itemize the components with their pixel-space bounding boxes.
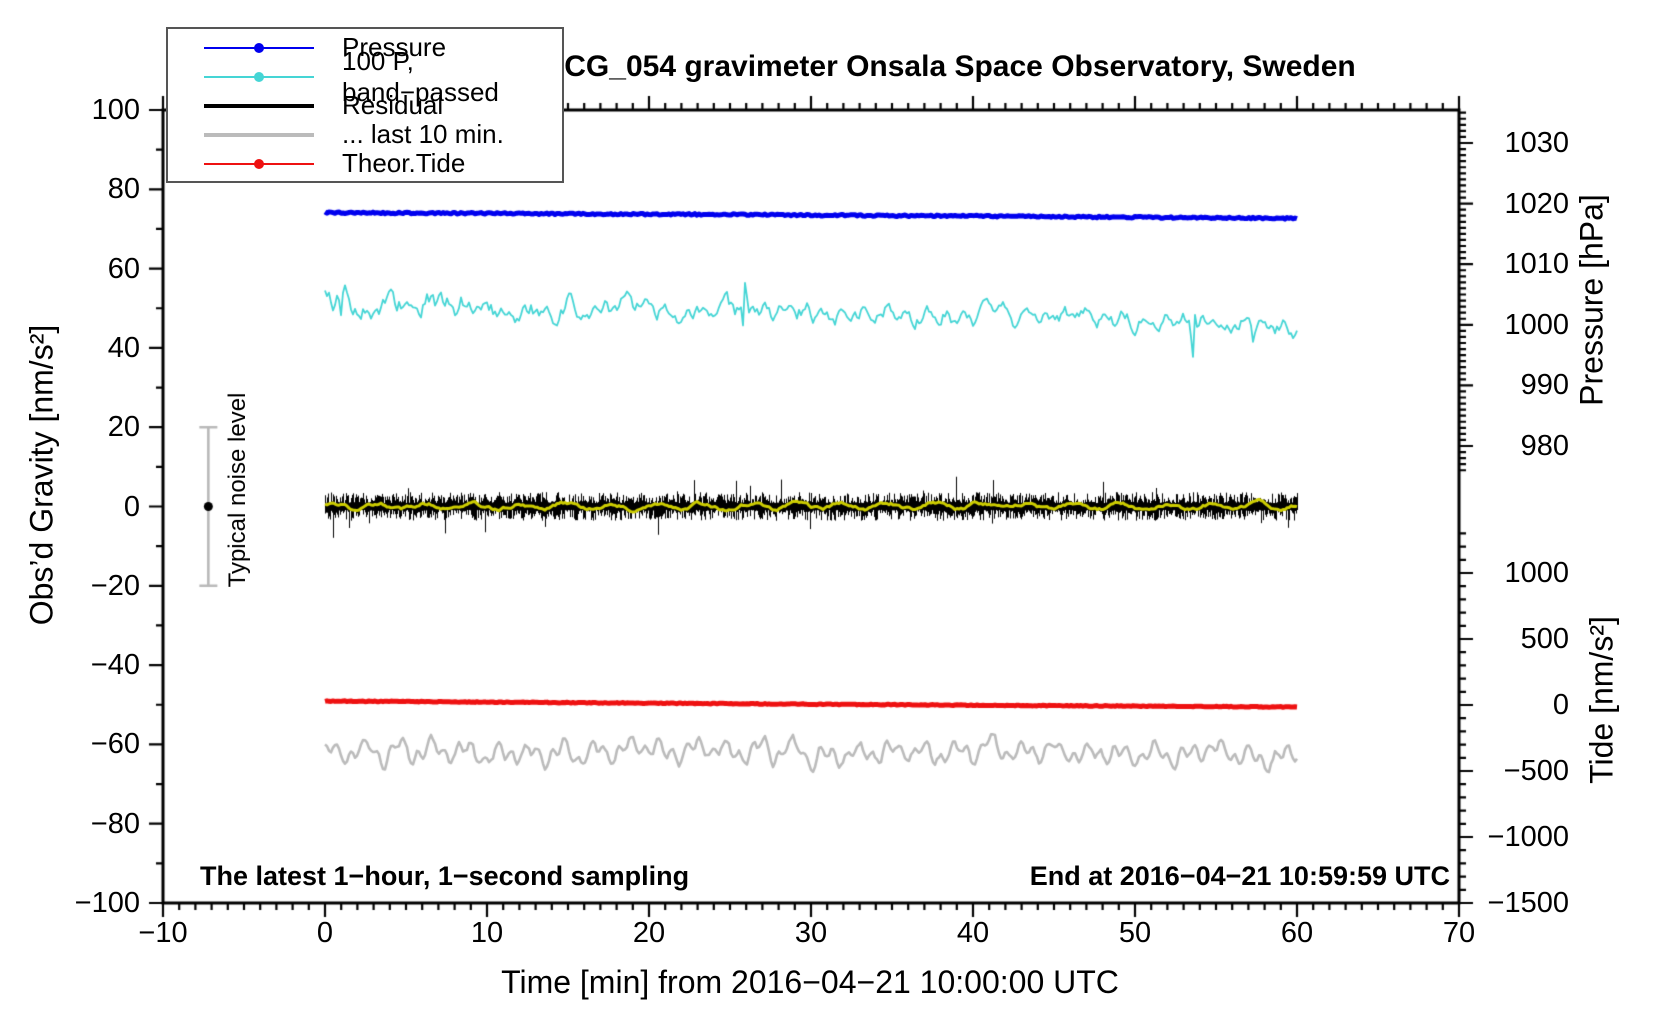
tide-tick-label: 0: [1552, 689, 1569, 721]
time-tick-label: 50: [1118, 917, 1152, 949]
gravity-tick-label: 60: [107, 252, 140, 285]
time-tick-label: 60: [1280, 917, 1314, 949]
typical-noise-level-label: Typical noise level: [224, 392, 251, 588]
legend-entry-theor-tide: Theor.Tide: [168, 148, 562, 178]
tide-tick-label: 1000: [1504, 557, 1569, 589]
legend-entry-label: Pressure: [342, 32, 447, 62]
tide-tick-label: −1000: [1487, 821, 1569, 853]
tide-axis-label: Tide [nm/s²]: [1583, 616, 1620, 784]
legend-entry--last-10-min-: ... last 10 min.: [168, 119, 562, 149]
time-tick-label: 0: [316, 917, 334, 949]
time-tick-label: 30: [794, 917, 828, 949]
gravity-tick-label: 100: [91, 94, 140, 126]
pressure-tick-label: 980: [1520, 430, 1569, 462]
legend-line-sample: [204, 103, 314, 108]
legend-line-sample: [204, 71, 314, 82]
legend-line-sample: [204, 42, 314, 53]
pressure-axis-label: Pressure [hPa]: [1573, 194, 1610, 406]
x-axis-label: Time [min] from 2016−04−21 10:00:00 UTC: [501, 964, 1119, 1000]
gravity-tick-label: −20: [90, 569, 140, 602]
legend-entry-label: 100 P, band−passed: [342, 45, 499, 107]
time-tick-label: 20: [632, 917, 666, 949]
legend-entry-label: ... last 10 min.: [342, 119, 504, 149]
legend-line-sample: [204, 158, 314, 169]
gravity-tick-label: 20: [107, 411, 140, 444]
time-tick-label: 10: [470, 917, 504, 949]
pressure-tick-label: 1030: [1504, 127, 1569, 159]
legend-marker-dot: [254, 42, 264, 53]
gravity-tick-label: 40: [107, 331, 140, 364]
gravity-tick-label: 80: [107, 173, 140, 206]
end-time-note: End at 2016−04−21 10:59:59 UTC: [1029, 861, 1450, 891]
gravity-tick-label: 0: [123, 490, 140, 523]
time-tick-label: 70: [1442, 917, 1476, 949]
tide-tick-label: −1500: [1487, 887, 1569, 919]
legend-box: Pressure 100 P, band−passed Residual... la…: [166, 27, 564, 183]
pressure-tick-label: 1020: [1504, 187, 1569, 220]
gravity-tick-label: −80: [90, 807, 140, 840]
legend-marker-dot: [254, 71, 264, 82]
pressure-tick-label: 1010: [1504, 248, 1569, 281]
gravity-tick-label: −60: [90, 728, 140, 761]
pressure-tick-label: 1000: [1504, 308, 1569, 341]
legend-line-sample: [204, 132, 314, 137]
legend-entry-residual: Residual: [168, 90, 562, 120]
legend-marker-dot: [254, 158, 264, 169]
legend-entry-100-p-band-passed: 100 P, band−passed: [168, 46, 562, 107]
tide-tick-label: −500: [1503, 755, 1569, 787]
left-axis-label: Obs’d Gravity [nm/s²]: [23, 324, 60, 626]
pressure-tick-label: 990: [1520, 369, 1569, 402]
time-tick-label: −10: [138, 917, 188, 949]
time-tick-label: 40: [956, 917, 990, 949]
legend-entry-label: Theor.Tide: [342, 148, 466, 178]
gravity-tick-label: −100: [74, 887, 140, 919]
tide-tick-label: 500: [1520, 623, 1569, 655]
chart-title: SCG_054 gravimeter Onsala Space Observat…: [544, 50, 1356, 83]
sampling-note: The latest 1−hour, 1−second sampling: [200, 861, 690, 891]
gravity-tick-label: −40: [90, 649, 140, 682]
legend-entry-label: Residual: [342, 90, 444, 120]
legend-entry-pressure: Pressure: [168, 32, 562, 62]
